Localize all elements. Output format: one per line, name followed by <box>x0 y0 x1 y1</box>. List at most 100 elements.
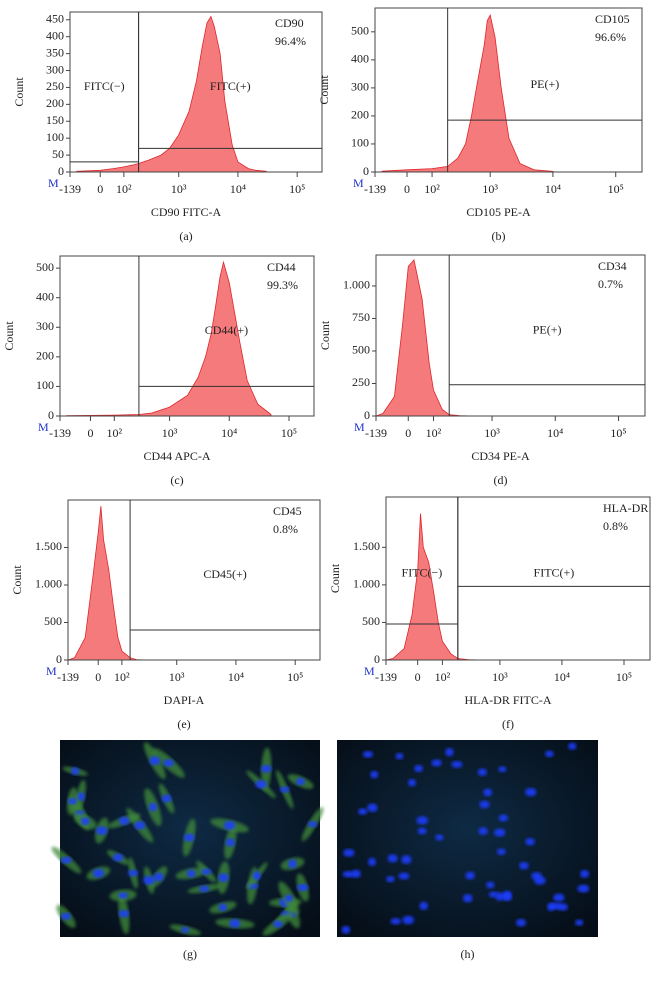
x-tick-label: -139 <box>59 182 81 196</box>
caption: (f) <box>502 717 514 731</box>
histogram <box>381 13 554 173</box>
nucleus <box>483 788 493 797</box>
caption: (d) <box>494 473 508 487</box>
x-tick-label: 10³ <box>162 426 178 440</box>
y-tick-label: 1.000 <box>343 278 370 292</box>
nucleus <box>362 751 374 758</box>
x-tick-label: 0 <box>87 426 93 440</box>
x-tick-label: 10³ <box>171 182 187 196</box>
plot-frame <box>385 496 651 661</box>
x-tick-label: 10⁵ <box>281 426 297 440</box>
y-tick-label: 100 <box>46 130 64 144</box>
y-tick-label: 1.500 <box>353 539 380 553</box>
nucleus <box>478 827 488 835</box>
nucleus <box>92 868 105 878</box>
nucleus <box>524 787 537 797</box>
nucleus <box>71 767 80 776</box>
nucleus <box>80 817 90 826</box>
nucleus <box>387 854 398 863</box>
nucleus <box>148 802 158 812</box>
nucleus <box>218 873 229 882</box>
nucleus <box>477 768 487 776</box>
nucleus <box>218 903 228 912</box>
x-tick-label: -139 <box>375 670 397 684</box>
nucleus <box>494 828 506 837</box>
nucleus <box>435 834 444 841</box>
plot-frame <box>67 499 321 661</box>
nucleus <box>580 869 590 878</box>
y-tick-label: 450 <box>46 12 64 26</box>
nucleus <box>534 876 546 885</box>
y-tick-label: 250 <box>46 79 64 93</box>
y-tick-label: 500 <box>352 343 370 357</box>
marker-label: CD45 <box>273 504 302 518</box>
y-tick-label: 300 <box>36 319 54 333</box>
caption: (e) <box>177 717 190 731</box>
corner-label: M <box>364 664 375 678</box>
nucleus <box>153 872 164 882</box>
nucleus <box>341 925 351 934</box>
histogram <box>67 506 147 661</box>
histogram <box>375 259 474 417</box>
nucleus <box>577 884 590 893</box>
y-tick-label: 1.000 <box>353 577 380 591</box>
nucleus <box>367 803 378 813</box>
y-tick-label: 500 <box>36 260 54 274</box>
percent-label: 96.6% <box>595 30 626 44</box>
nucleus <box>67 797 78 805</box>
x-tick-label: 10⁴ <box>228 670 244 684</box>
x-tick-label: 10² <box>116 182 132 196</box>
gate-label: FITC(+) <box>210 79 251 93</box>
nucleus <box>498 814 509 822</box>
y-axis-title: Count <box>10 565 24 595</box>
y-tick-label: 0 <box>58 164 64 178</box>
x-tick-label: 10⁴ <box>221 426 237 440</box>
x-tick-label: 0 <box>95 670 101 684</box>
nucleus <box>342 870 355 878</box>
y-tick-label: 350 <box>46 45 64 59</box>
histogram <box>76 15 267 173</box>
corner-label: M <box>354 420 365 434</box>
percent-label: 0.7% <box>598 277 623 291</box>
nucleus <box>488 891 498 898</box>
nucleus <box>186 869 196 878</box>
nucleus <box>273 920 283 928</box>
marker-label: CD105 <box>595 12 630 26</box>
x-tick-label: -139 <box>49 426 71 440</box>
caption: (a) <box>179 229 192 243</box>
corner-label: M <box>46 664 57 678</box>
y-tick-label: 500 <box>44 614 62 628</box>
gate-label: CD45(+) <box>203 567 246 581</box>
nucleus <box>343 848 355 857</box>
histogram <box>66 260 272 417</box>
nucleus <box>201 868 212 875</box>
nucleus <box>395 753 404 760</box>
corner-label: M <box>353 176 364 190</box>
panel: 0 100 200 300 400 500 -139 0 10² 10³ 10⁴ 10⁵ CD44(+)… <box>2 255 315 487</box>
y-tick-label: 300 <box>46 62 64 76</box>
nucleus <box>161 794 172 803</box>
nucleus <box>149 756 161 766</box>
nucleus <box>479 800 490 809</box>
x-tick-label: 10² <box>114 670 130 684</box>
nucleus <box>515 918 527 927</box>
nucleus <box>414 764 423 773</box>
nucleus <box>112 853 124 862</box>
x-tick-label: 10⁵ <box>608 182 624 196</box>
nucleus <box>370 770 379 779</box>
nucleus <box>431 759 442 767</box>
marker-label: CD34 <box>598 259 627 273</box>
nucleus <box>134 820 146 830</box>
y-axis-title: Count <box>317 75 331 105</box>
y-tick-label: 400 <box>46 28 64 42</box>
nucleus <box>525 838 535 846</box>
nucleus <box>568 742 577 750</box>
nucleus <box>497 848 506 855</box>
gate-label: CD44(+) <box>205 323 248 337</box>
nucleus <box>502 892 512 902</box>
x-tick-label: 10⁵ <box>289 182 305 196</box>
nucleus <box>368 857 377 867</box>
y-tick-label: 200 <box>36 349 54 363</box>
nucleus <box>118 816 130 826</box>
nucleus <box>549 902 562 910</box>
